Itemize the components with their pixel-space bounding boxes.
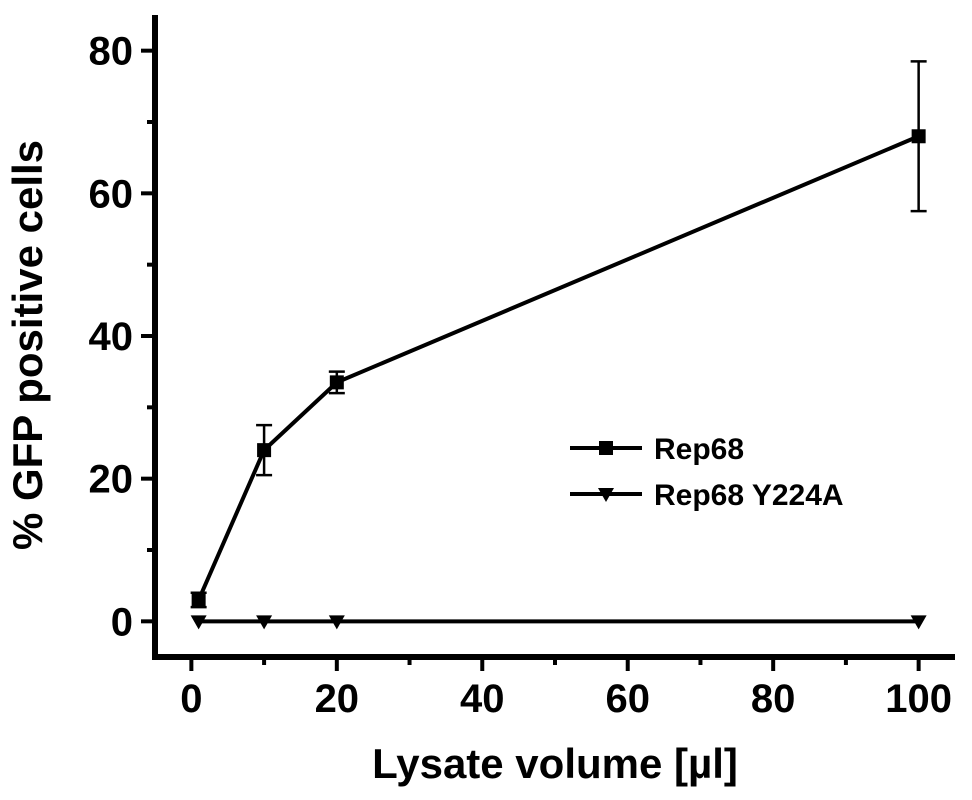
y-tick-label: 40 (89, 315, 134, 359)
x-tick-label: 100 (885, 677, 952, 721)
legend-item: Rep68 Y224A (570, 479, 844, 512)
x-tick-label: 40 (460, 677, 505, 721)
data-point (329, 375, 344, 390)
y-tick-label: 80 (89, 30, 134, 74)
data-point (256, 615, 273, 630)
y-tick-label: 0 (111, 600, 133, 644)
x-tick-label: 60 (605, 677, 650, 721)
data-point (910, 615, 927, 630)
x-tick-label: 0 (180, 677, 202, 721)
legend: Rep68 Rep68 Y224A (570, 433, 844, 512)
x-tick-label: 80 (751, 677, 796, 721)
data-point (191, 592, 206, 607)
x-tick-label: 20 (315, 677, 360, 721)
legend-label: Rep68 Y224A (654, 479, 844, 512)
legend-marker (599, 441, 613, 455)
axes (152, 15, 955, 660)
series-rep68 (190, 60, 927, 609)
data-point (190, 615, 207, 630)
axis-ticks: 0 20 40 60 80 100 0 20 40 60 80 (89, 30, 953, 721)
x-axis-title: Lysate volume [µl] (372, 740, 738, 787)
data-point (911, 129, 926, 144)
axis-titles: Lysate volume [µl] % GFP positive cells (4, 140, 738, 787)
data-series (190, 60, 927, 630)
data-point (257, 443, 272, 458)
legend-marker (598, 488, 614, 502)
legend-item: Rep68 (570, 433, 744, 466)
series-line (196, 134, 920, 601)
series-rep68-y224a (190, 615, 927, 630)
data-point (328, 615, 345, 630)
y-tick-label: 60 (89, 172, 134, 216)
y-tick-label: 20 (89, 458, 134, 502)
legend-label: Rep68 (654, 433, 744, 466)
y-axis-title: % GFP positive cells (4, 140, 51, 550)
